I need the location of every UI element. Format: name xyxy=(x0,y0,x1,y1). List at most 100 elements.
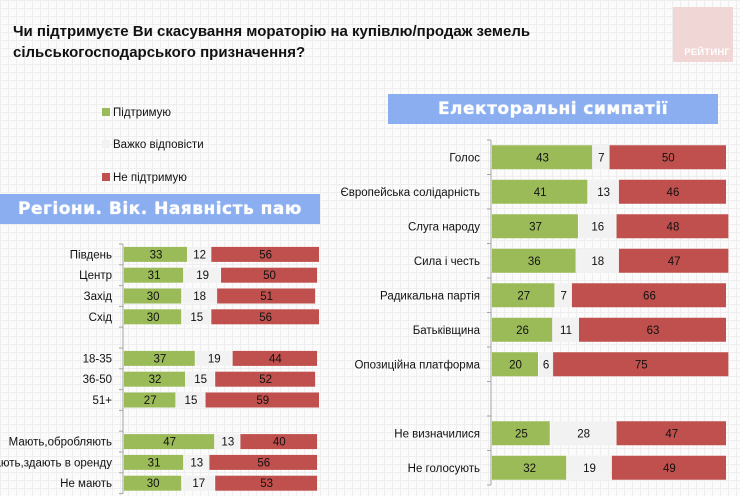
bar-segment-undecided xyxy=(186,371,215,387)
data-label-undecided: 15 xyxy=(185,395,198,407)
bar-segment-undecided xyxy=(176,392,205,408)
bar-segment-support xyxy=(492,214,578,239)
bar-row: Сила і честь 36 18 47 xyxy=(414,248,729,273)
category-label: 36-50 xyxy=(83,374,112,386)
data-label-oppose: 48 xyxy=(667,221,680,233)
bar-segment-undecided xyxy=(555,283,571,308)
bar-segment-undecided xyxy=(539,352,553,377)
bar-segment-oppose xyxy=(205,392,319,408)
category-label: Не мають xyxy=(60,478,112,490)
chart-title: Чи підтримуєте Ви скасування мораторію н… xyxy=(13,21,633,63)
data-label-support: 27 xyxy=(144,395,157,407)
data-label-oppose: 53 xyxy=(260,478,273,490)
category-label: Не визначилися xyxy=(394,428,480,440)
bar-segment-undecided xyxy=(588,179,618,204)
data-label-oppose: 46 xyxy=(667,187,680,199)
data-label-support: 31 xyxy=(148,270,161,282)
bar-segment-oppose xyxy=(221,267,318,283)
bar-segment-support xyxy=(492,352,538,377)
data-label-oppose: 47 xyxy=(665,428,678,440)
bar-segment-support xyxy=(492,283,555,308)
legend-swatch-oppose xyxy=(102,173,110,181)
bar-row: Не визначилися 25 28 47 xyxy=(394,421,726,446)
data-label-undecided: 18 xyxy=(193,291,206,303)
data-label-oppose: 51 xyxy=(260,291,273,303)
bar-row: Слуга народу 37 16 48 xyxy=(408,214,729,239)
data-label-support: 43 xyxy=(536,152,549,164)
data-label-oppose: 47 xyxy=(668,256,681,268)
data-label-undecided: 19 xyxy=(196,270,209,282)
bar-row: Південь 33 12 56 xyxy=(70,246,319,262)
category-label: Мають,здають в оренду xyxy=(0,457,112,469)
category-label: Сила і честь xyxy=(414,256,480,268)
data-label-support: 27 xyxy=(517,290,530,302)
data-label-undecided: 12 xyxy=(193,249,206,261)
category-label: Мають,обробляють xyxy=(9,437,112,449)
data-label-undecided: 7 xyxy=(560,290,566,302)
legend-label: Підтримую xyxy=(113,107,172,119)
bar-row: 51+ 27 15 59 xyxy=(92,392,319,408)
bar-segment-support xyxy=(124,454,184,470)
bar-segment-oppose xyxy=(232,350,318,366)
data-label-support: 30 xyxy=(147,312,160,324)
data-label-undecided: 11 xyxy=(560,325,572,337)
data-label-undecided: 13 xyxy=(221,437,234,449)
bar-segment-oppose xyxy=(571,283,726,308)
bar-segment-oppose xyxy=(616,421,726,446)
bar-segment-undecided xyxy=(593,145,609,170)
data-label-undecided: 28 xyxy=(577,428,590,440)
data-label-oppose: 56 xyxy=(259,249,272,261)
bar-segment-oppose xyxy=(611,455,726,480)
chart-electoral: Голос 43 7 50 Європейська солідарність 41 13 46… xyxy=(340,139,729,486)
title-line-2: сільськогосподарського призначення? xyxy=(13,44,306,61)
data-label-undecided: 13 xyxy=(597,187,610,199)
data-label-undecided: 15 xyxy=(194,374,207,386)
data-label-support: 32 xyxy=(149,374,162,386)
category-label: Схід xyxy=(89,312,113,324)
category-label: 51+ xyxy=(92,395,112,407)
bar-segment-undecided xyxy=(182,309,211,325)
bar-segment-support xyxy=(124,267,184,283)
bar-segment-undecided xyxy=(184,454,209,470)
data-label-oppose: 75 xyxy=(635,359,648,371)
category-label: Центр xyxy=(79,270,112,282)
legend-item-oppose: Не підтримую xyxy=(102,172,187,184)
bar-segment-oppose xyxy=(609,145,726,170)
data-label-oppose: 49 xyxy=(663,463,676,475)
bar-row: Мають,здають в оренду 31 13 56 xyxy=(0,454,318,470)
bar-row: Голос 43 7 50 xyxy=(449,145,726,170)
data-label-undecided: 15 xyxy=(190,312,203,324)
category-label: Європейська солідарність xyxy=(340,187,480,199)
data-label-oppose: 50 xyxy=(263,270,276,282)
data-label-undecided: 17 xyxy=(192,478,205,490)
bar-segment-oppose xyxy=(618,248,729,273)
logo-text: РЕЙТИНГ xyxy=(684,47,730,58)
data-label-support: 25 xyxy=(515,428,528,440)
bar-segment-support xyxy=(492,248,576,273)
category-label: Батьківщина xyxy=(413,325,481,337)
bar-segment-support xyxy=(492,421,550,446)
data-label-support: 33 xyxy=(150,249,163,261)
bar-row: Захід 30 18 51 xyxy=(84,288,316,304)
data-label-undecided: 7 xyxy=(598,152,604,164)
bar-row: Мають,обробляють 47 13 40 xyxy=(9,434,318,450)
bar-segment-oppose xyxy=(209,454,318,470)
legend-label: Важко відповісти xyxy=(113,139,204,151)
bar-segment-support xyxy=(492,455,567,480)
legend-item-support: Підтримую xyxy=(102,107,171,119)
data-label-oppose: 52 xyxy=(259,374,272,386)
category-label: Південь xyxy=(70,249,112,261)
bar-segment-support xyxy=(124,288,182,304)
bar-segment-undecided xyxy=(578,214,616,239)
bar-segment-oppose xyxy=(215,371,316,387)
bar-segment-support xyxy=(492,145,593,170)
bar-segment-support xyxy=(124,350,195,366)
bar-row: Схід 30 15 56 xyxy=(89,309,319,325)
legend-swatch-undecided xyxy=(102,140,110,148)
data-label-oppose: 44 xyxy=(269,353,282,365)
data-label-support: 41 xyxy=(534,187,547,199)
bar-segment-undecided xyxy=(182,288,217,304)
bar-row: 18-35 37 19 44 xyxy=(83,350,318,366)
bar-segment-support xyxy=(492,179,588,204)
